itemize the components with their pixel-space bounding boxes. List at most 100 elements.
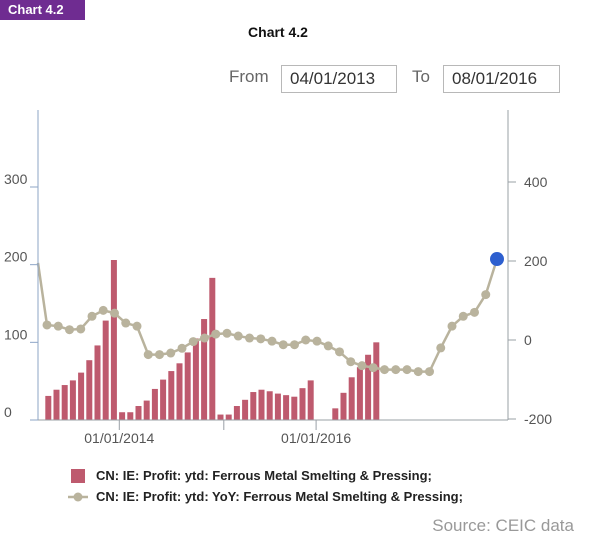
to-label: To bbox=[412, 67, 430, 86]
line-yoy-point bbox=[211, 329, 221, 339]
bar-profit bbox=[332, 408, 339, 420]
bar-profit bbox=[160, 379, 167, 420]
line-yoy-point bbox=[200, 333, 209, 343]
line-yoy-point bbox=[278, 340, 288, 350]
line-yoy-point bbox=[42, 320, 52, 330]
bar-profit bbox=[307, 380, 314, 420]
line-yoy-point bbox=[323, 341, 333, 351]
from-label: From bbox=[229, 67, 269, 86]
line-yoy-point bbox=[233, 331, 243, 341]
line-yoy-point bbox=[312, 336, 322, 346]
bar-profit bbox=[61, 385, 68, 420]
bar-profit bbox=[201, 319, 208, 420]
line-yoy-point bbox=[267, 336, 277, 346]
line-yoy-point bbox=[346, 357, 356, 367]
bar-profit bbox=[250, 392, 257, 420]
line-yoy-point bbox=[481, 290, 491, 300]
line-yoy-point bbox=[177, 343, 187, 353]
bar-profit bbox=[119, 412, 126, 420]
line-yoy-point bbox=[53, 321, 63, 331]
line-yoy-highlight-point bbox=[490, 252, 504, 267]
bar-profit bbox=[274, 393, 281, 420]
bar-profit bbox=[168, 371, 175, 420]
bar-profit bbox=[151, 388, 158, 420]
bar-profit bbox=[45, 395, 52, 420]
left-tick-label: 200 bbox=[4, 249, 28, 265]
bar-profit bbox=[69, 380, 76, 420]
line-yoy-point bbox=[65, 325, 74, 335]
bar-profit bbox=[127, 412, 134, 420]
line-yoy-point bbox=[436, 343, 446, 353]
line-yoy-point bbox=[458, 311, 468, 321]
bar-profit bbox=[110, 260, 117, 420]
line-yoy-point bbox=[87, 311, 97, 321]
right-tick-label: 0 bbox=[524, 332, 532, 348]
bar-profit bbox=[143, 400, 150, 420]
x-tick-label: 01/01/2014 bbox=[84, 430, 154, 446]
left-tick-label: 100 bbox=[4, 326, 28, 342]
line-yoy-point bbox=[256, 334, 266, 344]
line-yoy-point bbox=[110, 308, 119, 318]
right-tick-label: -200 bbox=[524, 411, 552, 427]
bar-profit bbox=[258, 389, 265, 420]
bar-profit bbox=[217, 414, 224, 420]
chart-badge: Chart 4.2 bbox=[0, 0, 85, 20]
bar-profit bbox=[266, 391, 273, 420]
line-yoy-point bbox=[132, 321, 142, 331]
x-tick-label: 01/01/2016 bbox=[281, 430, 351, 446]
line-yoy-point bbox=[413, 367, 423, 377]
line-yoy-point bbox=[470, 307, 479, 317]
bar-profit bbox=[373, 342, 380, 420]
bar-profit bbox=[102, 320, 109, 420]
line-yoy-point bbox=[143, 350, 153, 360]
left-tick-label: 0 bbox=[4, 404, 12, 420]
line-yoy-point bbox=[155, 350, 164, 360]
line-yoy-point bbox=[188, 337, 198, 347]
line-yoy-point bbox=[380, 365, 389, 375]
bar-profit bbox=[176, 363, 183, 420]
chart-title: Chart 4.2 bbox=[248, 24, 308, 40]
right-tick-label: 200 bbox=[524, 253, 548, 269]
from-date-input[interactable]: 04/01/2013 bbox=[281, 65, 397, 93]
line-yoy-point bbox=[222, 328, 232, 338]
bar-profit bbox=[78, 372, 85, 420]
line-yoy-point bbox=[166, 348, 176, 358]
line-yoy-point bbox=[98, 305, 108, 315]
bar-profit bbox=[225, 414, 232, 420]
bar-profit bbox=[209, 277, 216, 420]
bar-profit bbox=[94, 345, 101, 420]
line-yoy-point bbox=[245, 333, 254, 343]
to-date-input[interactable]: 08/01/2016 bbox=[443, 65, 560, 93]
bar-profit bbox=[242, 399, 249, 420]
bar-profit bbox=[283, 395, 290, 420]
bar-profit bbox=[356, 367, 363, 420]
bar-profit bbox=[184, 352, 191, 420]
bar-profit bbox=[299, 388, 306, 420]
legend-item-profit[interactable]: CN: IE: Profit: ytd: Ferrous Metal Smelt… bbox=[96, 468, 432, 483]
bar-profit bbox=[233, 406, 240, 420]
bar-profit bbox=[53, 389, 60, 420]
line-yoy-point bbox=[368, 363, 378, 373]
bar-profit bbox=[340, 392, 347, 420]
bar-profit bbox=[348, 377, 355, 420]
line-yoy-point bbox=[76, 324, 86, 334]
right-tick-label: 400 bbox=[524, 174, 548, 190]
line-yoy-point bbox=[335, 347, 344, 357]
line-yoy-point bbox=[391, 365, 401, 375]
left-tick-label: 300 bbox=[4, 171, 28, 187]
line-yoy-point bbox=[357, 361, 367, 371]
line-yoy-point bbox=[447, 321, 457, 331]
source-note: Source: CEIC data bbox=[432, 516, 574, 535]
bar-profit bbox=[365, 354, 372, 420]
line-yoy-point bbox=[301, 335, 311, 345]
bar-profit bbox=[135, 406, 142, 420]
line-yoy-point bbox=[121, 318, 131, 328]
bar-profit bbox=[291, 396, 298, 420]
bar-profit bbox=[86, 360, 93, 420]
legend-item-yoy[interactable]: CN: IE: Profit: ytd: YoY: Ferrous Metal … bbox=[96, 489, 463, 504]
line-yoy-point bbox=[425, 367, 434, 377]
bar-profit bbox=[192, 338, 199, 420]
line-yoy-point bbox=[290, 340, 299, 350]
line-yoy-point bbox=[402, 365, 412, 375]
